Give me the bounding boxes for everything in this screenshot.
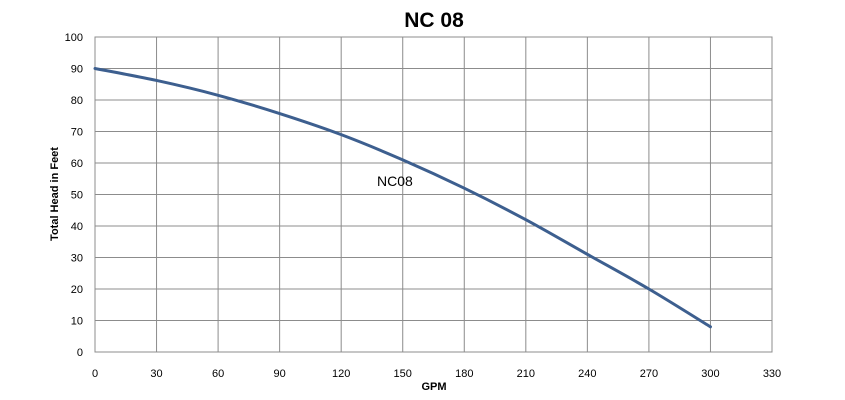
x-tick-label: 0 <box>92 368 98 380</box>
x-tick-label: 150 <box>394 368 412 380</box>
x-tick-label: 330 <box>763 368 781 380</box>
y-tick-label: 70 <box>71 127 83 139</box>
x-tick-label: 270 <box>640 368 658 380</box>
y-tick-label: 0 <box>77 347 83 359</box>
y-tick-label: 30 <box>71 253 83 265</box>
series-line-nc08 <box>93 67 712 329</box>
y-axis-label: Total Head in Feet <box>49 147 61 241</box>
x-axis-ticks: 0 30 60 90 120 150 180 210 240 270 300 330 <box>92 368 781 380</box>
series-label-nc08: NC08 <box>377 173 413 189</box>
x-axis-label: GPM <box>421 381 446 393</box>
y-tick-label: 60 <box>71 158 83 170</box>
x-tick-label: 240 <box>578 368 596 380</box>
x-tick-label: 120 <box>332 368 350 380</box>
y-tick-label: 50 <box>71 190 83 202</box>
x-tick-label: 30 <box>150 368 162 380</box>
y-tick-label: 10 <box>71 316 83 328</box>
x-tick-label: 90 <box>274 368 286 380</box>
plot-area-frame <box>94 36 773 353</box>
y-tick-label: 80 <box>71 95 83 107</box>
grid-lines <box>94 36 773 353</box>
x-tick-label: 60 <box>212 368 224 380</box>
x-tick-label: 180 <box>455 368 473 380</box>
y-tick-label: 20 <box>71 284 83 296</box>
x-tick-label: 300 <box>701 368 719 380</box>
y-tick-label: 100 <box>65 32 83 44</box>
chart-title: NC 08 <box>404 9 464 32</box>
x-tick-label: 210 <box>517 368 535 380</box>
y-tick-label: 40 <box>71 221 83 233</box>
y-tick-label: 90 <box>71 64 83 76</box>
y-axis-ticks: 0 10 20 30 40 50 60 70 80 90 100 <box>65 32 83 359</box>
